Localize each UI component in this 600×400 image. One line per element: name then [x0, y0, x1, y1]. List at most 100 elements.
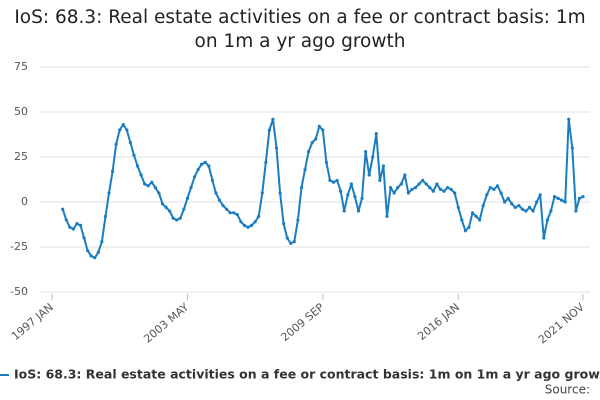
point — [185, 196, 190, 200]
point — [577, 196, 582, 200]
point — [567, 117, 571, 121]
point — [413, 186, 418, 190]
point — [260, 191, 264, 195]
point — [406, 191, 410, 195]
point — [225, 207, 229, 211]
point — [460, 218, 464, 222]
point — [285, 236, 289, 240]
y-tick-label: 50 — [14, 105, 28, 118]
point — [132, 153, 136, 157]
point — [168, 209, 172, 213]
point — [228, 211, 232, 215]
point — [388, 186, 393, 190]
point — [175, 218, 179, 222]
point — [346, 193, 350, 197]
point — [192, 175, 197, 179]
point — [445, 186, 450, 190]
point — [396, 186, 400, 190]
point — [274, 146, 279, 150]
point — [417, 182, 421, 186]
x-tick-label: 1997 JAN — [9, 301, 56, 343]
point — [110, 169, 115, 173]
point — [93, 256, 97, 260]
point — [196, 168, 200, 172]
source: Source: — [545, 383, 590, 397]
point — [128, 141, 133, 145]
point — [410, 187, 414, 191]
point — [86, 249, 90, 253]
point — [299, 186, 304, 190]
point — [431, 189, 435, 193]
point — [96, 250, 100, 254]
point — [153, 186, 157, 190]
point — [164, 205, 168, 209]
y-tick-label: -50 — [10, 285, 28, 298]
point — [71, 227, 75, 231]
point — [264, 160, 268, 164]
point — [435, 182, 439, 186]
point — [271, 117, 275, 121]
point — [453, 191, 457, 195]
point — [189, 186, 193, 190]
point — [235, 213, 239, 217]
point — [556, 196, 560, 200]
point — [456, 205, 460, 209]
point — [353, 195, 357, 199]
point — [178, 216, 182, 220]
point — [421, 178, 425, 182]
point — [570, 146, 574, 150]
point — [428, 186, 432, 190]
point — [282, 222, 286, 226]
point — [510, 202, 514, 206]
point — [232, 211, 236, 215]
point — [61, 207, 65, 211]
point — [360, 196, 364, 200]
point — [114, 142, 118, 146]
point — [438, 187, 443, 191]
point — [449, 187, 453, 191]
point — [374, 132, 378, 136]
point — [253, 220, 257, 224]
point — [207, 164, 211, 168]
point — [210, 178, 214, 182]
point — [356, 209, 361, 213]
point — [150, 180, 154, 184]
point — [385, 214, 389, 218]
point — [531, 209, 535, 213]
point — [257, 214, 261, 218]
point — [157, 191, 161, 195]
point — [324, 160, 329, 164]
point — [335, 178, 339, 182]
point — [513, 205, 517, 209]
point — [200, 162, 204, 166]
point — [545, 218, 549, 222]
point — [303, 168, 307, 172]
point — [310, 141, 314, 145]
point — [171, 216, 175, 220]
point — [249, 223, 254, 227]
point — [378, 178, 382, 182]
point — [214, 191, 218, 195]
point — [296, 218, 300, 222]
point — [143, 182, 147, 186]
point — [89, 254, 93, 258]
point — [488, 186, 492, 190]
point — [314, 137, 318, 141]
point — [367, 173, 371, 177]
x-tick-label: 2016 JAN — [415, 301, 462, 343]
point — [217, 198, 222, 202]
point — [527, 205, 532, 209]
y-tick-label: 0 — [21, 195, 28, 208]
point — [160, 202, 165, 206]
point — [182, 207, 186, 211]
series-line — [61, 118, 584, 259]
chart-title: IoS: 68.3: Real estate activities on a f… — [14, 7, 586, 52]
point — [118, 128, 122, 132]
y-tick-label: 75 — [14, 60, 28, 73]
point — [563, 200, 567, 204]
point — [481, 204, 485, 208]
point — [499, 191, 503, 195]
point — [371, 155, 375, 159]
point — [328, 178, 332, 182]
point — [560, 198, 564, 202]
